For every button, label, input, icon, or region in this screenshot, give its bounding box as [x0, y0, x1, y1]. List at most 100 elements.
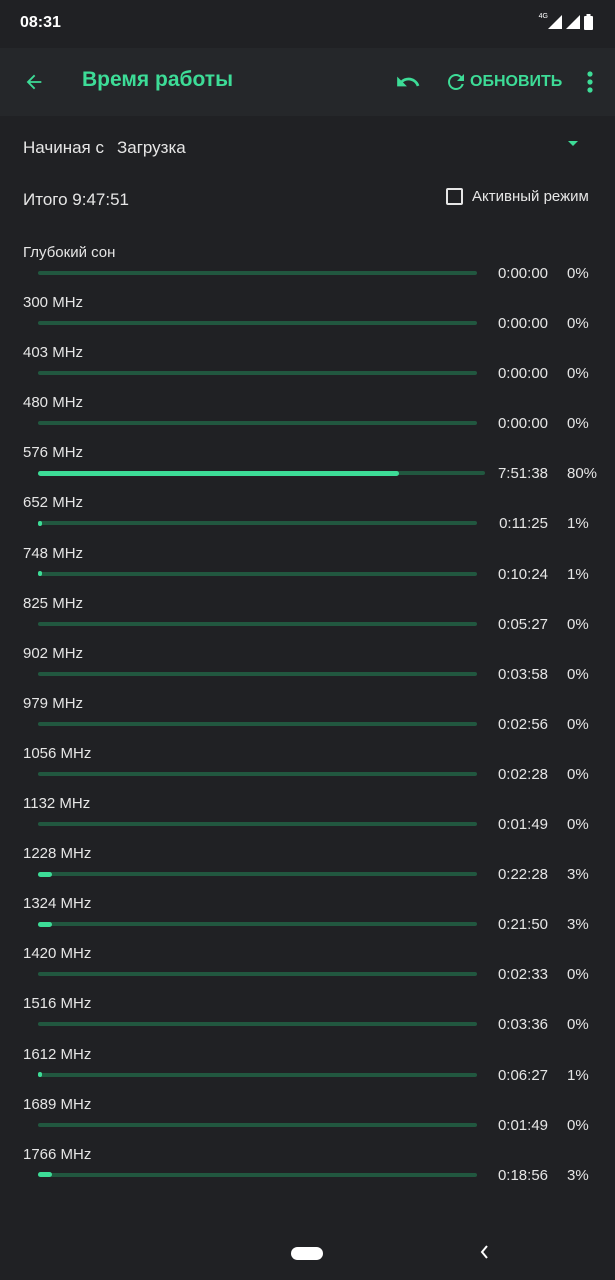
frequency-percent: 0% [567, 1116, 589, 1134]
active-mode-label: Активный режим [472, 188, 589, 205]
usage-bar-track [38, 321, 477, 326]
page-title: Время работы [82, 68, 234, 91]
frequency-label: 403 MHz [23, 344, 84, 362]
frequency-percent: 0% [567, 1016, 589, 1034]
frequency-time: 0:11:25 [499, 515, 548, 533]
frequency-row: 979 MHz 0:02:56 0% [0, 691, 615, 741]
usage-bar-track [38, 1072, 477, 1077]
refresh-icon [448, 74, 464, 90]
frequency-time: 0:00:00 [497, 365, 548, 383]
frequency-row: 1324 MHz 0:21:50 3% [0, 891, 615, 941]
frequency-percent: 3% [567, 916, 589, 934]
frequency-label: 1612 MHz [23, 1045, 92, 1063]
back-button[interactable] [14, 62, 54, 102]
frequency-time: 0:02:28 [497, 765, 548, 783]
frequency-time: 0:22:28 [497, 866, 548, 884]
frequency-row: 652 MHz 0:11:25 1% [0, 490, 615, 540]
frequency-percent: 0% [567, 966, 589, 984]
frequency-label: 825 MHz [23, 594, 84, 612]
frequency-label: 1766 MHz [23, 1145, 92, 1163]
frequency-percent: 0% [567, 816, 589, 834]
frequency-label: 576 MHz [23, 444, 84, 462]
frequency-time: 0:03:58 [497, 665, 548, 683]
frequency-percent: 0% [567, 715, 589, 733]
frequency-percent: 0% [567, 765, 589, 783]
frequency-percent: 3% [567, 1166, 589, 1184]
active-mode-checkbox[interactable] [446, 188, 463, 205]
refresh-label: ОБНОВИТЬ [470, 73, 563, 90]
usage-bar-track [38, 621, 477, 626]
frequency-time: 0:00:00 [497, 315, 548, 333]
usage-bar-track [38, 520, 477, 526]
frequency-time: 0:02:33 [497, 966, 548, 984]
frequency-row: 1132 MHz 0:01:49 0% [0, 791, 615, 841]
frequency-percent: 80% [567, 465, 598, 483]
frequency-list: Глубокий сон 0:00:00 0% 300 MHz 0:00:00 0% 403… [0, 240, 615, 1192]
frequency-row: 1056 MHz 0:02:28 0% [0, 741, 615, 791]
active-mode-toggle[interactable]: Активный режим [446, 188, 589, 205]
usage-bar-track [38, 972, 477, 977]
frequency-time: 0:00:00 [497, 415, 548, 433]
frequency-percent: 0% [567, 615, 589, 633]
signal-icon [548, 15, 562, 29]
frequency-row: 1612 MHz 0:06:27 1% [0, 1042, 615, 1092]
frequency-row: 1228 MHz 0:22:28 3% [0, 841, 615, 891]
total-time: Итого 9:47:51 [23, 190, 129, 209]
frequency-percent: 0% [567, 265, 589, 282]
frequency-label: 480 MHz [23, 394, 84, 412]
frequency-label: 1516 MHz [23, 995, 92, 1013]
frequency-percent: 1% [567, 515, 589, 533]
frequency-time: 0:02:56 [497, 715, 548, 733]
usage-bar-track [38, 671, 477, 676]
usage-bar-fill [38, 520, 42, 526]
frequency-row: Глубокий сон 0:00:00 0% [0, 240, 615, 290]
frequency-label: 1324 MHz [23, 895, 92, 913]
frequency-time: 0:05:27 [497, 615, 548, 633]
usage-bar-track [38, 1122, 477, 1127]
network-type: 4G [538, 12, 548, 20]
usage-bar-track [38, 571, 477, 577]
frequency-label: 1056 MHz [23, 744, 92, 762]
frequency-row: 748 MHz 0:10:24 1% [0, 541, 615, 591]
frequency-percent: 0% [567, 665, 589, 683]
frequency-time: 0:10:24 [497, 565, 548, 583]
usage-bar-fill [38, 1172, 52, 1178]
since-spinner[interactable]: Начиная с Загрузка [0, 124, 615, 172]
frequency-percent: 0% [567, 315, 589, 333]
frequency-label: 1228 MHz [23, 845, 92, 863]
since-value: Загрузка [117, 138, 186, 157]
arrow-back-icon [26, 74, 42, 90]
frequency-time: 0:21:50 [497, 916, 548, 934]
usage-bar-track [38, 1172, 477, 1178]
frequency-time: 0:06:27 [497, 1066, 548, 1084]
app-toolbar: Время работы ОБНОВИТЬ [0, 48, 615, 116]
frequency-percent: 1% [567, 565, 589, 583]
usage-bar-track [38, 822, 477, 827]
nav-back-icon[interactable] [478, 1243, 492, 1261]
undo-button[interactable] [388, 62, 428, 102]
battery-icon [584, 14, 593, 30]
frequency-time: 0:00:00 [497, 265, 548, 282]
frequency-percent: 0% [567, 415, 589, 433]
frequency-time: 0:01:49 [497, 1116, 548, 1134]
status-icons: 4G [538, 12, 593, 30]
more-vert-icon [587, 71, 593, 93]
usage-bar-fill [38, 1072, 42, 1077]
usage-bar-track [38, 921, 477, 927]
usage-bar-fill [38, 571, 42, 577]
usage-bar-track [38, 871, 477, 877]
dropdown-arrow-icon [568, 141, 578, 146]
home-button[interactable] [291, 1247, 323, 1260]
frequency-label: 979 MHz [23, 694, 84, 712]
usage-bar-track [38, 771, 477, 776]
overflow-menu-button[interactable] [576, 62, 604, 102]
frequency-label: 902 MHz [23, 644, 84, 662]
frequency-percent: 1% [567, 1066, 589, 1084]
frequency-label: 300 MHz [23, 294, 84, 312]
frequency-time: 0:01:49 [497, 816, 548, 834]
usage-bar-track [38, 371, 477, 376]
frequency-time: 0:03:36 [497, 1016, 548, 1034]
refresh-button[interactable]: ОБНОВИТЬ [444, 66, 562, 98]
frequency-label: Глубокий сон [23, 244, 116, 261]
